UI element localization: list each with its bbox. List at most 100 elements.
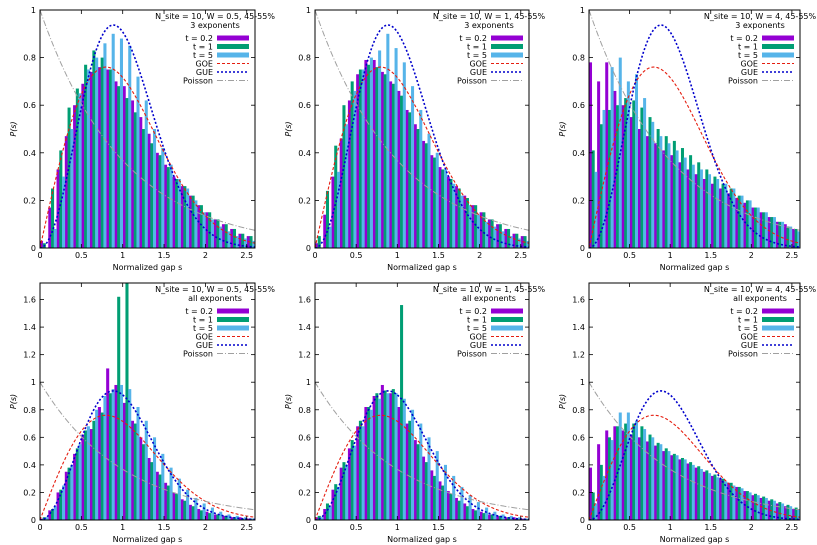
bar-t1 <box>632 423 636 520</box>
bar-t5 <box>161 148 165 248</box>
bar-t02 <box>759 212 763 248</box>
legend-label-t5: t = 5 <box>467 51 487 60</box>
bar-t1 <box>125 98 129 248</box>
bar-t02 <box>389 81 393 248</box>
y-tick-label: 0.8 <box>298 406 311 415</box>
y-tick-label: 0 <box>31 244 36 253</box>
bar-t5 <box>235 515 239 520</box>
bar-t02 <box>106 69 110 248</box>
bar-t1 <box>465 506 469 520</box>
gue-curve <box>315 390 529 520</box>
bar-t5 <box>86 426 90 520</box>
bar-t5 <box>732 188 736 248</box>
legend-label-t1: t = 1 <box>738 43 758 52</box>
x-tick-label: 1 <box>668 251 673 260</box>
bar-t5 <box>651 437 655 520</box>
bar-t02 <box>751 495 755 520</box>
bar-t1 <box>108 69 112 248</box>
bar-t02 <box>130 100 135 248</box>
bar-t1 <box>67 107 71 248</box>
bar-t1 <box>350 440 354 520</box>
x-axis-label: Normalized gap s <box>113 263 183 272</box>
bar-t02 <box>463 503 467 520</box>
bar-t5 <box>643 98 647 248</box>
panel-subtitle: all exponents <box>733 294 787 303</box>
bar-t02 <box>686 463 690 520</box>
bar-t1 <box>158 155 162 248</box>
bar-t5 <box>103 395 107 520</box>
bar-t1 <box>721 183 725 248</box>
bar-t02 <box>613 426 617 520</box>
y-tick-label: 0.2 <box>572 196 585 205</box>
bar-t1 <box>51 508 55 520</box>
legend-label-t02: t = 0.2 <box>459 307 487 316</box>
legend-label-t1: t = 1 <box>193 316 213 325</box>
bar-t02 <box>718 188 722 248</box>
bar-t5 <box>194 497 198 520</box>
bar-t1 <box>482 212 486 248</box>
bar-t02 <box>637 437 641 520</box>
panel-subtitle: all exponents <box>188 294 242 303</box>
legend-label-t1: t = 1 <box>738 316 758 325</box>
bar-t1 <box>166 167 170 248</box>
bar-t1 <box>408 112 412 248</box>
bar-t02 <box>454 186 458 248</box>
bar-t5 <box>789 226 793 248</box>
y-tick-label: 1.6 <box>23 296 36 305</box>
bar-t02 <box>364 407 368 520</box>
y-tick-label: 0.6 <box>298 101 311 110</box>
bar-t02 <box>139 117 143 248</box>
bar-t1 <box>721 478 725 520</box>
gue-curve <box>315 24 529 248</box>
bar-t1 <box>75 448 79 520</box>
bar-t02 <box>413 440 417 520</box>
bar-t1 <box>474 205 478 248</box>
x-tick-label: 1.5 <box>158 523 171 532</box>
bar-t5 <box>320 517 324 520</box>
bar-t1 <box>762 212 766 248</box>
bar-t02 <box>380 384 384 520</box>
bar-t5 <box>111 33 115 248</box>
bar-t1 <box>432 157 437 248</box>
bar-t5 <box>501 514 505 520</box>
bar-t1 <box>141 129 146 248</box>
y-tick-label: 0.6 <box>298 433 311 442</box>
bar-t5 <box>427 437 431 520</box>
bar-t5 <box>153 437 157 520</box>
bar-t5 <box>169 467 173 520</box>
x-axis-label: Normalized gap s <box>387 535 457 544</box>
bar-t02 <box>653 143 657 248</box>
legend-label-goe: GOE <box>740 333 758 342</box>
bar-t02 <box>122 402 126 520</box>
bar-t5 <box>411 86 415 248</box>
bar-t1 <box>591 492 595 520</box>
y-tick-label: 1.4 <box>23 323 36 332</box>
bar-t5 <box>361 426 365 520</box>
bar-t02 <box>629 434 633 520</box>
bar-t1 <box>208 513 212 520</box>
bar-t1 <box>648 434 652 520</box>
legend-label-t5: t = 5 <box>738 324 758 333</box>
y-tick-label: 1.4 <box>572 323 585 332</box>
bar-t02 <box>213 514 217 520</box>
bar-t5 <box>501 231 505 248</box>
bar-t1 <box>383 74 387 248</box>
bar-t02 <box>589 467 593 520</box>
y-axis-label: P(s) <box>284 121 293 136</box>
y-tick-label: 1.2 <box>298 351 311 360</box>
legend-label-poisson: Poisson <box>183 77 213 86</box>
bar-t5 <box>70 129 74 248</box>
bar-t1 <box>400 305 404 520</box>
bar-t02 <box>221 224 225 248</box>
bar-t1 <box>199 510 203 520</box>
bar-t5 <box>443 169 447 248</box>
y-tick-label: 0.6 <box>572 101 585 110</box>
bar-t02 <box>446 491 450 520</box>
bar-t5 <box>235 236 239 248</box>
bar-t5 <box>756 495 760 520</box>
panel-title: N_site = 10, W = 4, 45-55% <box>704 285 817 294</box>
bar-t5 <box>402 62 406 248</box>
y-tick-label: 0.4 <box>298 461 311 470</box>
bar-t02 <box>662 150 666 248</box>
